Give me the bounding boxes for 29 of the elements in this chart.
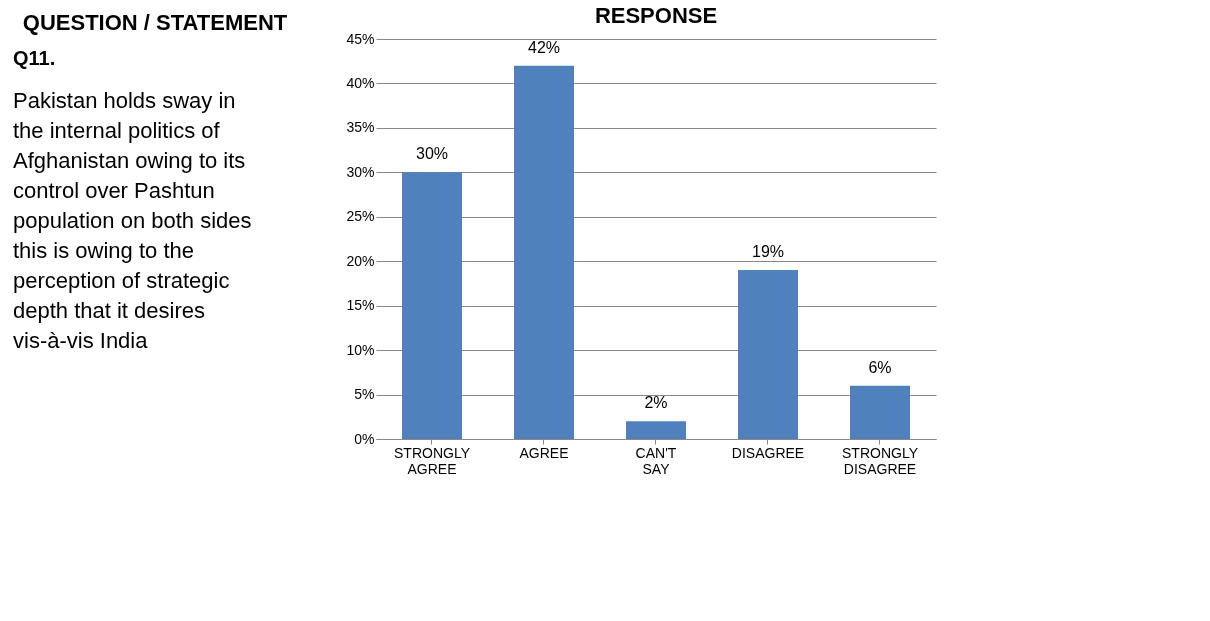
text: Pakistan holds sway in the internal politics of Afghanistan owing to its control over Pashtun population on both sides this is owing to the perception of strategic depth that it desires vis-à-vis India [13,88,252,353]
y-tick-label: 20% [346,252,375,269]
y-tick-label: 45% [346,30,375,47]
y-tick-label: 5% [354,386,375,403]
y-tick-label: 35% [346,119,375,136]
text: QUESTION / STATEMENT [22,10,288,35]
bar [514,65,574,439]
x-tick-label: STRONGLY AGREE [394,444,471,477]
y-tick-label: 30% [346,163,375,180]
text: Q11. [13,47,56,69]
x-tick-label: DISAGREE [731,444,805,461]
data-label: 2% [644,394,668,412]
y-tick-label: 0% [354,430,375,447]
y-tick-label: 40% [346,74,375,91]
data-label: 19% [751,243,785,261]
bar [738,270,798,439]
x-tick-label: AGREE [519,444,569,461]
y-tick-label: 10% [346,341,375,358]
data-label: 30% [415,145,449,163]
x-tick-label: CAN'T SAY [635,444,677,477]
y-tick-label: 25% [346,208,375,225]
bar [402,172,462,439]
x-tick-label: STRONGLY DISAGREE [842,444,919,477]
bar [850,385,910,439]
data-label: 6% [868,358,892,376]
data-label: 42% [527,38,561,56]
bar [626,421,686,439]
y-tick-label: 15% [346,297,375,314]
chart-title: RESPONSE [594,3,718,28]
